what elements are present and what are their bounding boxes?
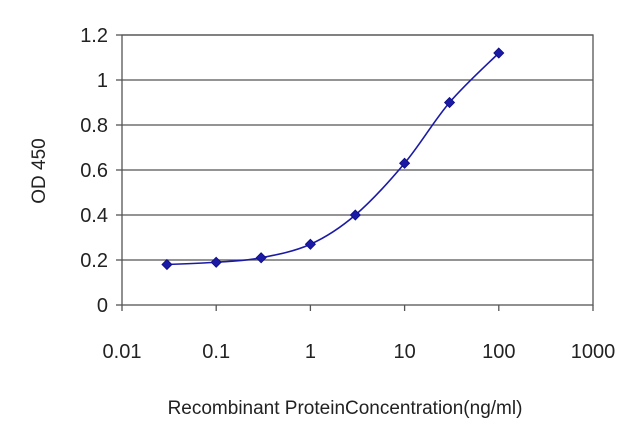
series (161, 47, 505, 271)
data-point (161, 258, 173, 271)
x-tick-label: 0.01 (103, 341, 142, 363)
x-tick-label: 0.1 (202, 341, 230, 363)
data-point (304, 238, 316, 250)
data-point (349, 209, 361, 221)
y-tick-label: 0.8 (80, 115, 108, 137)
x-tick-label: 10 (393, 341, 415, 363)
data-point (399, 157, 411, 169)
y-tick-label: 0.6 (80, 160, 108, 182)
data-point (493, 47, 505, 59)
x-tick-label: 1 (305, 341, 316, 363)
x-axis-title: Recombinant ProteinConcentration(ng/ml) (168, 398, 523, 419)
x-tick-label: 1000 (571, 341, 616, 363)
gridlines (122, 34, 593, 261)
y-tick-label: 0 (97, 295, 108, 317)
y-tick-label: 0.4 (80, 205, 108, 227)
y-tick-label: 1 (97, 70, 108, 92)
y-axis-ticks: 0 0.2 0.4 0.6 0.8 1 1.2 (80, 25, 122, 317)
data-point (255, 252, 267, 264)
y-axis-title: OD 450 (29, 138, 50, 203)
y-tick-label: 0.2 (80, 250, 108, 272)
x-tick-label: 100 (482, 341, 515, 363)
x-axis-ticks: 0.01 0.1 1 10 100 1000 (103, 305, 616, 363)
data-point (443, 96, 456, 109)
data-point (210, 256, 222, 268)
series-line (166, 52, 500, 266)
y-tick-label: 1.2 (80, 25, 108, 47)
